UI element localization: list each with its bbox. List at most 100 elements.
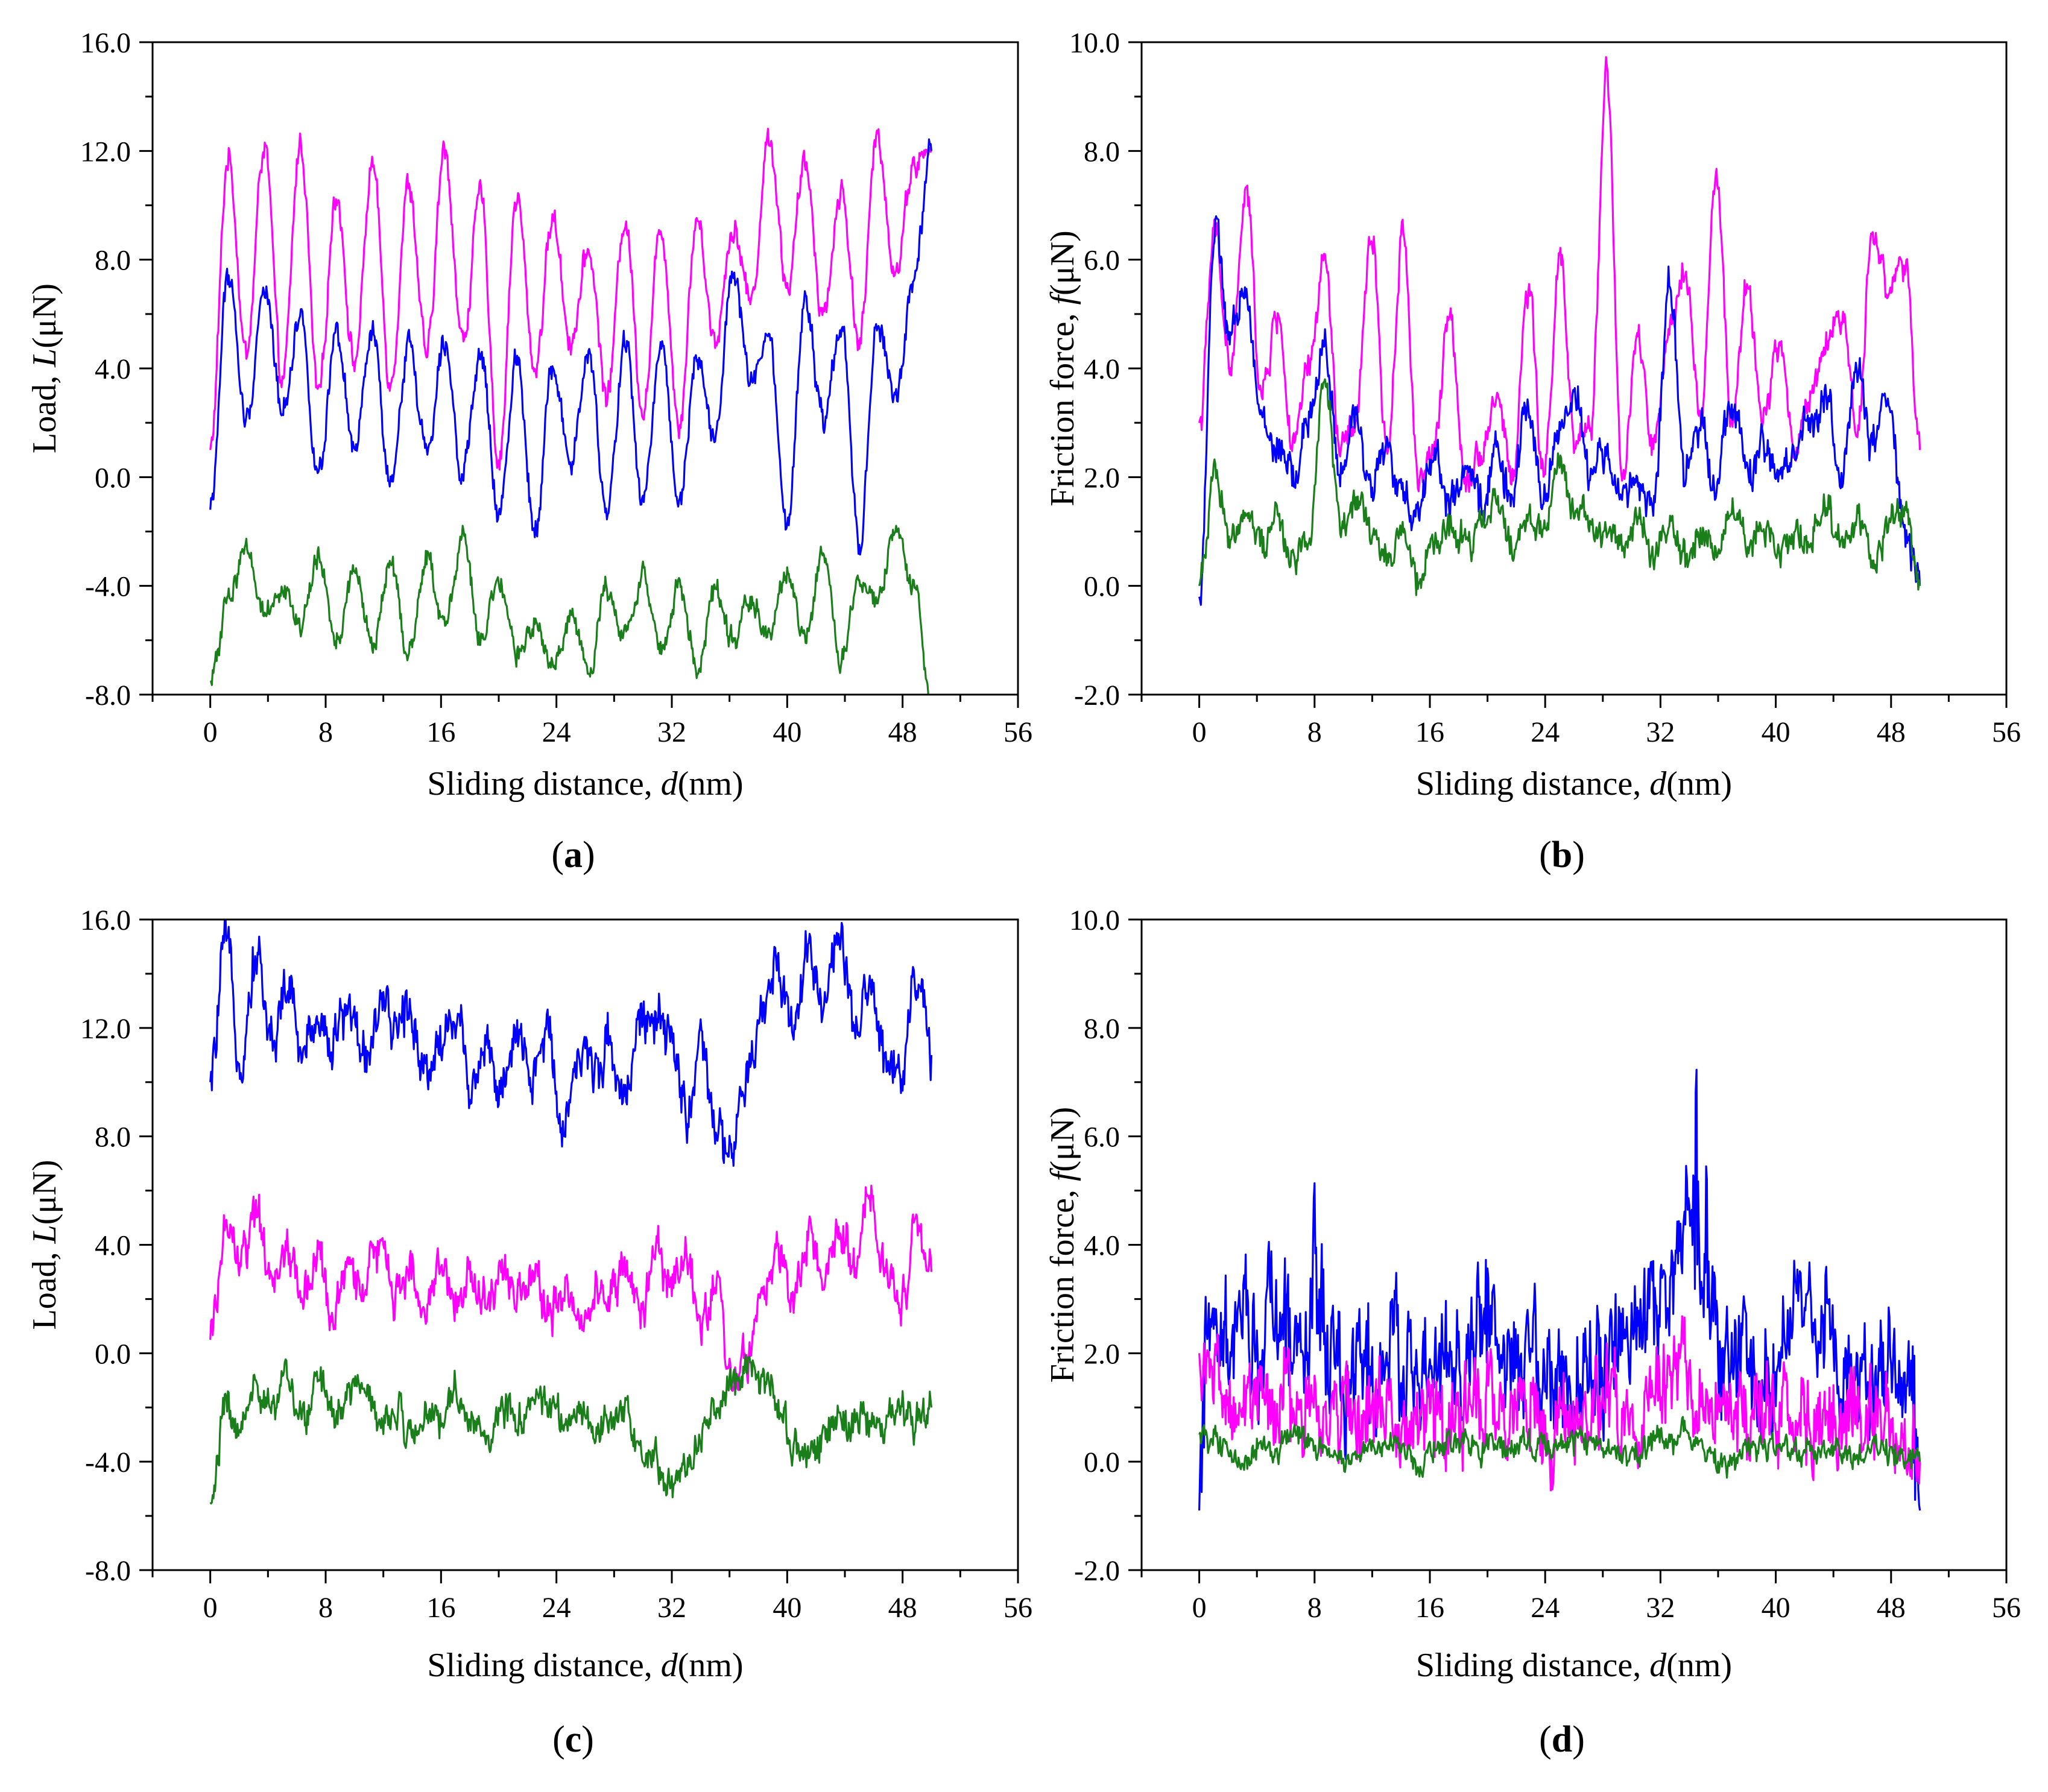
y-axis-label-text: Load,: [26, 1243, 63, 1330]
x-tick-label: 40: [1762, 1592, 1790, 1624]
x-axis-label: Sliding distance, d(nm): [427, 1647, 743, 1684]
series-group: [1198, 1068, 1921, 1511]
x-axis-label-unit: (nm): [678, 765, 744, 803]
x-axis-label-text: Sliding distance,: [1416, 1647, 1649, 1684]
x-tick-label: 8: [318, 1592, 333, 1624]
panel-label-open: (: [552, 1719, 565, 1760]
panel-label-letter: c: [565, 1719, 582, 1760]
y-tick-label: 2.0: [1084, 1338, 1120, 1370]
x-tick-label: 48: [1877, 1592, 1906, 1624]
x-axis-label-unit: (nm): [1666, 765, 1732, 803]
panel-label: (a): [551, 834, 595, 875]
y-tick-label: -8.0: [85, 680, 131, 711]
x-axis-label: Sliding distance, d(nm): [427, 765, 743, 803]
x-tick-label: 32: [1646, 716, 1675, 748]
x-axis-label-variable: d: [1649, 1647, 1667, 1684]
panel-label-open: (: [1539, 834, 1552, 875]
x-axis-label-variable: d: [661, 1647, 678, 1684]
y-axis-label-text: Friction force,: [1044, 304, 1081, 506]
panel-label-letter: d: [1552, 1719, 1572, 1760]
y-tick-label: -8.0: [85, 1555, 131, 1587]
x-tick-label: 24: [1531, 716, 1560, 748]
series-green: [1198, 1416, 1921, 1479]
y-tick-label: 6.0: [1084, 245, 1120, 277]
x-tick-label: 0: [203, 1592, 218, 1624]
y-tick-label: 10.0: [1069, 27, 1120, 59]
x-tick-label: 48: [1877, 716, 1906, 748]
y-tick-label: -2.0: [1074, 680, 1120, 711]
y-tick-label: -4.0: [85, 571, 131, 603]
y-tick-label: 16.0: [80, 904, 131, 936]
x-tick-label: 16: [426, 716, 455, 748]
series-group: [1198, 56, 1921, 606]
y-axis-label: Load, L(μN): [26, 1160, 63, 1330]
plot-frame: [1140, 41, 2008, 696]
panel-label-close: ): [1572, 834, 1585, 875]
x-tick-label: 32: [1646, 1592, 1675, 1624]
x-axis-label-text: Sliding distance,: [427, 765, 660, 803]
panel-a: 0 8 16 24 32 40 48 56 -8.0 -4.0 0.0 4.0 8.0 12.0 16.0 S…: [26, 27, 1032, 875]
y-tick-label: 0.0: [95, 462, 131, 494]
panel-label-letter: b: [1552, 834, 1572, 875]
panel-label: (c): [552, 1719, 594, 1760]
x-tick-label: 48: [888, 1592, 917, 1624]
x-tick-label: 8: [1307, 1592, 1322, 1624]
y-tick-label: 8.0: [1084, 1013, 1120, 1045]
y-tick-label: 0.0: [95, 1338, 131, 1370]
x-tick-label: 48: [888, 716, 917, 748]
x-axis-label-variable: d: [661, 765, 678, 803]
x-tick-label: 40: [773, 716, 801, 748]
y-tick-label: 6.0: [1084, 1122, 1120, 1153]
series-green: [209, 1354, 933, 1505]
y-tick-label: 0.0: [1084, 571, 1120, 603]
x-tick-label: 16: [1415, 716, 1444, 748]
y-axis-label-unit: (μN): [26, 1160, 63, 1225]
series-blue: [209, 138, 933, 556]
x-tick-label: 32: [657, 1592, 686, 1624]
panel-label-close: ): [583, 834, 595, 875]
x-tick-label: 16: [426, 1592, 455, 1624]
x-axis-label-variable: d: [1649, 765, 1667, 803]
y-tick-label: -2.0: [1074, 1555, 1120, 1587]
y-tick-label: 4.0: [1084, 353, 1120, 385]
series-green: [1198, 378, 1921, 596]
x-axis-label-text: Sliding distance,: [1416, 765, 1649, 803]
x-tick-label: 32: [657, 716, 686, 748]
x-tick-label: 0: [1192, 716, 1207, 748]
y-tick-label: 2.0: [1084, 462, 1120, 494]
series-magenta: [209, 128, 932, 471]
y-axis-label: Friction force, f(μN): [1044, 230, 1081, 506]
y-tick-label: 12.0: [80, 1013, 131, 1045]
panel-label-close: ): [1572, 1719, 1585, 1760]
series-group: [209, 128, 933, 695]
x-tick-label: 8: [1307, 716, 1322, 748]
series-group: [209, 920, 933, 1505]
x-tick-label: 24: [542, 716, 571, 748]
x-axis-label: Sliding distance, d(nm): [1416, 765, 1732, 803]
x-axis-label-unit: (nm): [1666, 1647, 1732, 1684]
y-tick-label: 10.0: [1069, 904, 1120, 936]
panel-label: (b): [1539, 834, 1585, 875]
panel-d: 0 8 16 24 32 40 48 56 -2.0 0.0 2.0 4.0 6.0 8.0 10.0 Sli…: [1044, 904, 2021, 1760]
y-axis-label: Friction force, f(μN): [1044, 1107, 1081, 1383]
plot-frame: [1140, 918, 2008, 1571]
x-tick-label: 24: [1531, 1592, 1560, 1624]
series-blue: [209, 920, 933, 1167]
panel-c: 0 8 16 24 32 40 48 56 -8.0 -4.0 0.0 4.0 8.0 12.0 16.0 S…: [26, 904, 1032, 1760]
panel-label-close: ): [581, 1719, 594, 1760]
x-axis-label-text: Sliding distance,: [427, 1647, 660, 1684]
y-axis-label-unit: (μN): [1044, 1107, 1081, 1172]
y-tick-label: -4.0: [85, 1447, 131, 1478]
y-axis-label-unit: (μN): [26, 283, 63, 349]
x-tick-label: 56: [1992, 716, 2021, 748]
x-tick-label: 0: [203, 716, 218, 748]
series-magenta: [209, 1184, 933, 1392]
x-axis-label-unit: (nm): [678, 1647, 744, 1684]
panel-b: 0 8 16 24 32 40 48 56 -2.0 0.0 2.0 4.0 6.0 8.0 10.0 Sli…: [1044, 27, 2021, 875]
y-tick-label: 16.0: [80, 27, 131, 59]
y-axis-label-variable: L: [26, 349, 63, 368]
x-tick-label: 8: [318, 716, 333, 748]
x-axis-label: Sliding distance, d(nm): [1416, 1647, 1732, 1684]
y-axis-label-variable: L: [26, 1225, 63, 1244]
